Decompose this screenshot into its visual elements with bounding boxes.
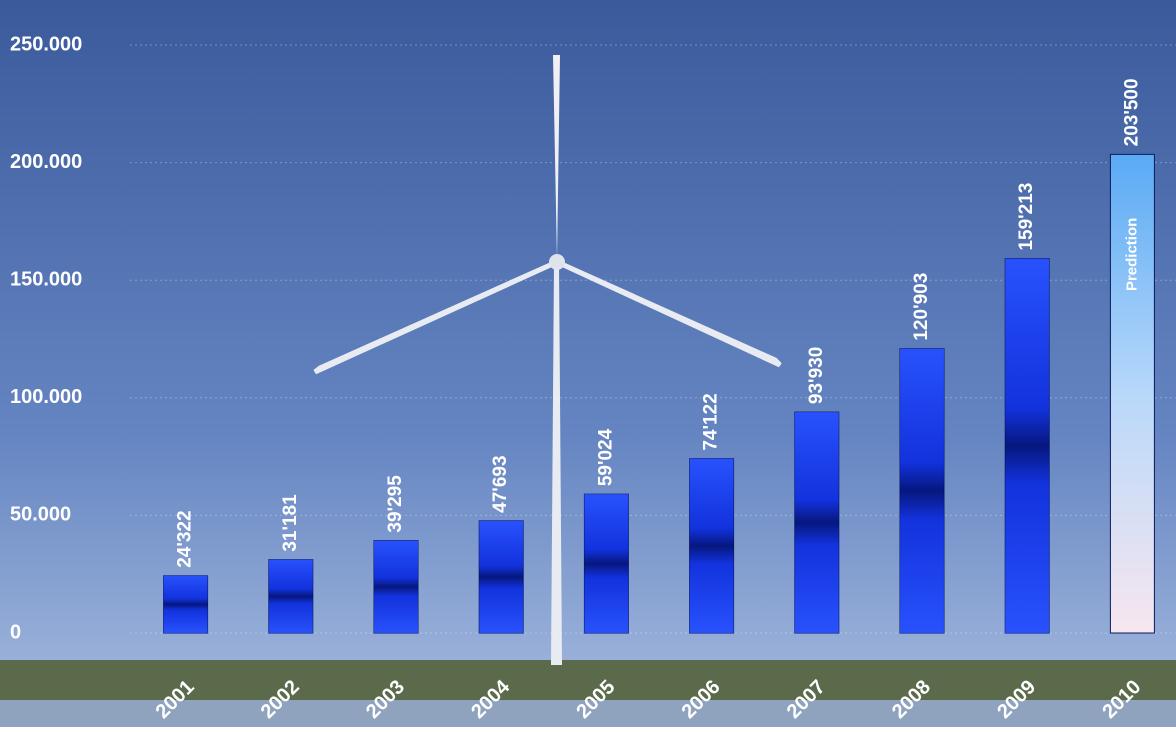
y-tick-label: 50.000 (10, 504, 71, 526)
bar-shading (374, 540, 418, 633)
bar-shading (900, 348, 944, 633)
value-label: 93'930 (806, 347, 827, 404)
y-tick-label: 100.000 (10, 386, 82, 408)
y-tick-label: 250.000 (10, 33, 82, 55)
value-label: 120'903 (911, 273, 932, 341)
annotation: Prediction (1123, 218, 1140, 291)
y-tick-label: 200.000 (10, 151, 82, 173)
bar-shading (163, 575, 208, 633)
bar-shading (479, 520, 524, 633)
value-label: 74'122 (701, 393, 722, 450)
value-label: 159'213 (1016, 183, 1037, 251)
y-tick-label: 150.000 (10, 268, 82, 290)
bar-shading (689, 458, 734, 633)
value-label: 59'024 (595, 428, 616, 486)
value-label: 31'181 (280, 494, 301, 552)
value-label: 39'295 (385, 475, 406, 533)
value-label: 24'322 (175, 510, 196, 567)
bar-shading (794, 412, 839, 633)
bar-shading (584, 494, 629, 633)
bar-shading (268, 559, 313, 633)
wind-turbine (313, 55, 782, 665)
bar (1109, 153, 1155, 634)
water (0, 700, 1176, 727)
value-label: 47'693 (490, 455, 511, 512)
y-tick-label: 0 (10, 621, 21, 643)
bar-shading (1005, 258, 1050, 633)
value-label: 203'500 (1121, 78, 1142, 146)
